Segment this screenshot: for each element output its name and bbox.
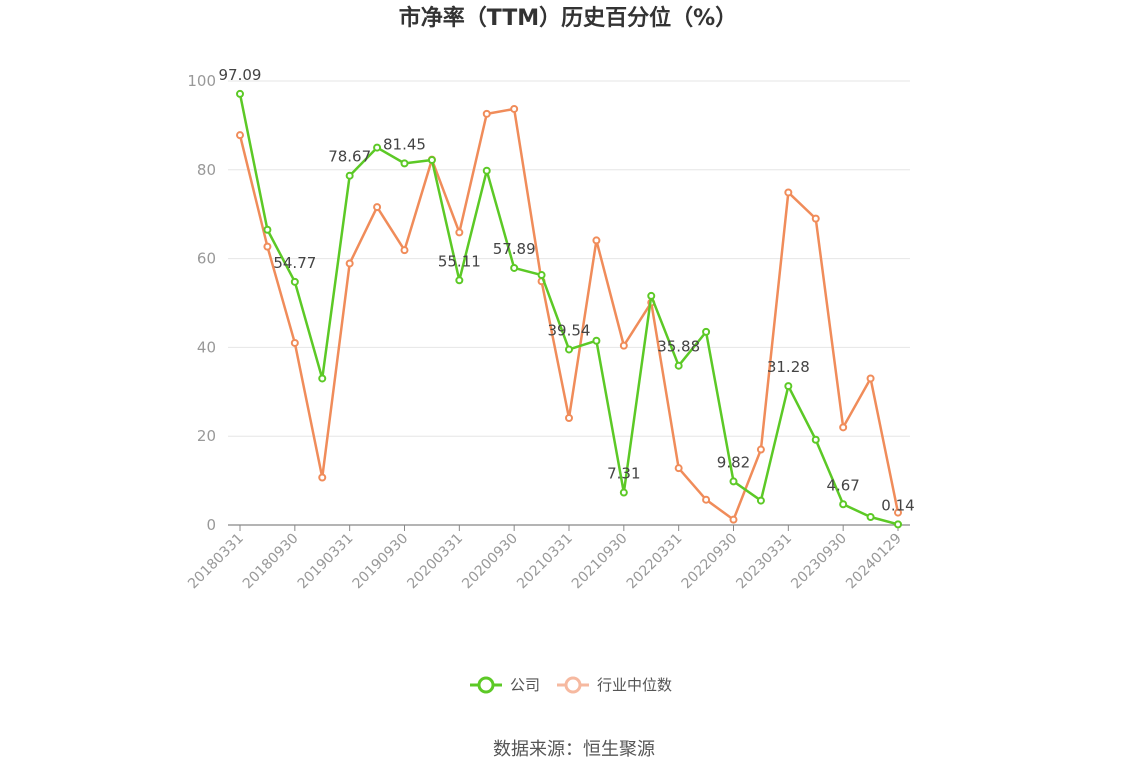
data-point[interactable] bbox=[345, 259, 354, 268]
data-point[interactable] bbox=[729, 515, 738, 524]
data-point[interactable] bbox=[756, 496, 765, 505]
source-note: 数据来源：恒生聚源 bbox=[493, 739, 655, 760]
legend-marker-industry bbox=[564, 676, 582, 694]
x-tick-label: 20220331 bbox=[624, 531, 686, 593]
data-point[interactable] bbox=[400, 159, 409, 168]
data-point[interactable] bbox=[510, 263, 519, 272]
data-point[interactable] bbox=[482, 109, 491, 118]
data-point[interactable] bbox=[894, 520, 902, 529]
data-point[interactable] bbox=[592, 236, 601, 245]
data-point[interactable] bbox=[729, 477, 738, 486]
data-point[interactable] bbox=[373, 203, 382, 212]
data-label: 57.89 bbox=[493, 240, 536, 258]
series-layer bbox=[236, 89, 902, 529]
data-point[interactable] bbox=[647, 291, 656, 300]
data-label: 0.14 bbox=[881, 496, 914, 514]
data-label: 78.67 bbox=[328, 148, 371, 166]
x-tick-label: 20210930 bbox=[569, 531, 631, 593]
data-point[interactable] bbox=[839, 423, 848, 432]
data-label: 35.88 bbox=[657, 338, 700, 356]
data-point[interactable] bbox=[455, 228, 464, 237]
data-label: 9.82 bbox=[717, 453, 750, 471]
data-point[interactable] bbox=[592, 336, 601, 345]
series-line bbox=[238, 107, 900, 521]
data-point[interactable] bbox=[318, 374, 327, 383]
x-tick-label: 20180331 bbox=[185, 531, 247, 593]
data-labels: 97.09 54.77 78.67 81.45 55.11 57.89 39.54 7.31 3… bbox=[219, 66, 915, 514]
data-point[interactable] bbox=[866, 374, 875, 383]
data-point[interactable] bbox=[537, 271, 546, 280]
x-tick-label: 20190930 bbox=[350, 531, 412, 593]
grid bbox=[228, 80, 910, 437]
data-point[interactable] bbox=[784, 382, 793, 391]
x-tick-label: 20230331 bbox=[733, 531, 795, 593]
x-tick-label: 20200331 bbox=[404, 531, 466, 593]
data-point[interactable] bbox=[236, 131, 244, 140]
legend-item-company[interactable]: 公司 bbox=[470, 676, 540, 694]
x-tick-label: 20230930 bbox=[788, 531, 850, 593]
data-label: 4.67 bbox=[826, 476, 859, 494]
data-point[interactable] bbox=[290, 277, 299, 286]
data-label: 54.77 bbox=[273, 254, 316, 272]
legend-marker-company bbox=[477, 676, 495, 694]
data-point[interactable] bbox=[318, 473, 327, 482]
series-company bbox=[236, 89, 902, 529]
legend-label-industry: 行业中位数 bbox=[597, 676, 672, 694]
data-point[interactable] bbox=[565, 345, 573, 354]
data-label: 31.28 bbox=[767, 358, 810, 376]
legend-item-industry[interactable]: 行业中位数 bbox=[557, 676, 672, 694]
y-tick-label: 40 bbox=[197, 338, 216, 356]
y-axis: 0 20 40 60 80 100 bbox=[187, 72, 216, 534]
data-point[interactable] bbox=[345, 171, 354, 180]
data-point[interactable] bbox=[565, 413, 573, 422]
series-industry-median bbox=[236, 104, 902, 524]
data-label: 55.11 bbox=[438, 252, 481, 270]
data-point[interactable] bbox=[784, 188, 793, 197]
data-point[interactable] bbox=[866, 513, 875, 522]
y-tick-label: 100 bbox=[187, 72, 216, 90]
data-point[interactable] bbox=[674, 464, 683, 473]
y-tick-label: 60 bbox=[197, 250, 216, 268]
data-point[interactable] bbox=[894, 508, 902, 517]
chart-title: 市净率（TTM）历史百分位（%） bbox=[399, 5, 737, 31]
y-tick-label: 80 bbox=[197, 161, 216, 179]
data-point[interactable] bbox=[510, 104, 519, 113]
data-point[interactable] bbox=[290, 338, 299, 347]
data-point[interactable] bbox=[619, 341, 628, 350]
data-point[interactable] bbox=[702, 327, 711, 336]
data-point[interactable] bbox=[811, 435, 820, 444]
x-axis: 2018033120180930201903312019093020200331… bbox=[185, 524, 910, 593]
data-point[interactable] bbox=[400, 246, 409, 255]
data-point[interactable] bbox=[263, 225, 272, 234]
legend: 公司 行业中位数 bbox=[470, 676, 672, 694]
data-point[interactable] bbox=[455, 276, 464, 285]
data-point[interactable] bbox=[427, 156, 436, 165]
data-label: 81.45 bbox=[383, 135, 426, 153]
legend-label-company: 公司 bbox=[510, 676, 540, 694]
x-tick-label: 20240129 bbox=[843, 531, 905, 593]
data-point[interactable] bbox=[236, 89, 244, 98]
data-point[interactable] bbox=[839, 500, 848, 509]
data-point[interactable] bbox=[811, 214, 820, 223]
x-tick-label: 20200930 bbox=[459, 531, 521, 593]
y-tick-label: 20 bbox=[197, 427, 216, 445]
data-point[interactable] bbox=[702, 495, 711, 504]
data-label: 7.31 bbox=[607, 465, 640, 483]
data-point[interactable] bbox=[756, 445, 765, 454]
x-tick-label: 20220930 bbox=[679, 531, 741, 593]
x-tick-label: 20210331 bbox=[514, 531, 576, 593]
data-point[interactable] bbox=[482, 166, 491, 175]
data-point[interactable] bbox=[674, 361, 683, 370]
data-point[interactable] bbox=[619, 488, 628, 497]
data-point[interactable] bbox=[373, 143, 382, 152]
x-tick-label: 20180930 bbox=[240, 531, 302, 593]
data-label: 39.54 bbox=[548, 321, 591, 339]
x-tick-label: 20190331 bbox=[295, 531, 357, 593]
data-label: 97.09 bbox=[219, 66, 262, 84]
data-point[interactable] bbox=[263, 242, 272, 251]
y-tick-label: 0 bbox=[206, 516, 216, 534]
